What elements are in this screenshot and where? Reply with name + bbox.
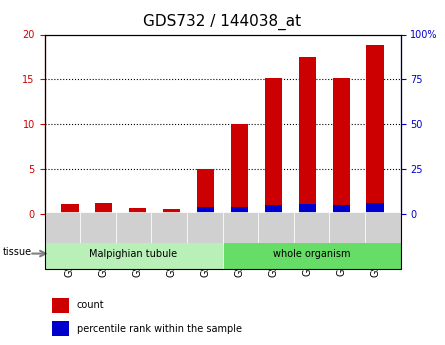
Bar <box>129 208 146 214</box>
FancyBboxPatch shape <box>329 212 365 243</box>
Bar <box>367 45 384 214</box>
Bar <box>299 204 316 214</box>
Bar <box>299 57 316 214</box>
Bar <box>61 213 78 214</box>
Bar <box>52 297 69 313</box>
Text: whole organism: whole organism <box>273 249 350 258</box>
FancyBboxPatch shape <box>222 212 258 243</box>
FancyBboxPatch shape <box>222 238 400 269</box>
FancyBboxPatch shape <box>44 212 80 243</box>
Bar <box>52 321 69 336</box>
Text: percentile rank within the sample: percentile rank within the sample <box>77 324 242 334</box>
FancyBboxPatch shape <box>294 212 329 243</box>
Bar <box>231 124 248 214</box>
Bar <box>332 205 350 214</box>
Bar <box>61 204 78 214</box>
Text: tissue: tissue <box>3 247 32 257</box>
Bar <box>162 208 181 214</box>
Text: GDS732 / 144038_at: GDS732 / 144038_at <box>143 14 302 30</box>
Bar <box>95 213 113 214</box>
Bar <box>197 169 214 214</box>
FancyBboxPatch shape <box>116 212 151 243</box>
Bar <box>162 213 181 214</box>
FancyBboxPatch shape <box>44 238 222 269</box>
Bar <box>264 205 283 214</box>
FancyBboxPatch shape <box>365 212 400 243</box>
FancyBboxPatch shape <box>80 212 116 243</box>
Bar <box>367 204 384 214</box>
Text: count: count <box>77 300 104 310</box>
FancyBboxPatch shape <box>258 212 294 243</box>
Text: Malpighian tubule: Malpighian tubule <box>89 249 178 258</box>
Bar <box>95 203 113 214</box>
Bar <box>332 78 350 214</box>
FancyBboxPatch shape <box>151 212 187 243</box>
Bar <box>197 207 214 214</box>
Bar <box>129 213 146 214</box>
Bar <box>231 207 248 214</box>
Bar <box>264 78 283 214</box>
FancyBboxPatch shape <box>187 212 222 243</box>
